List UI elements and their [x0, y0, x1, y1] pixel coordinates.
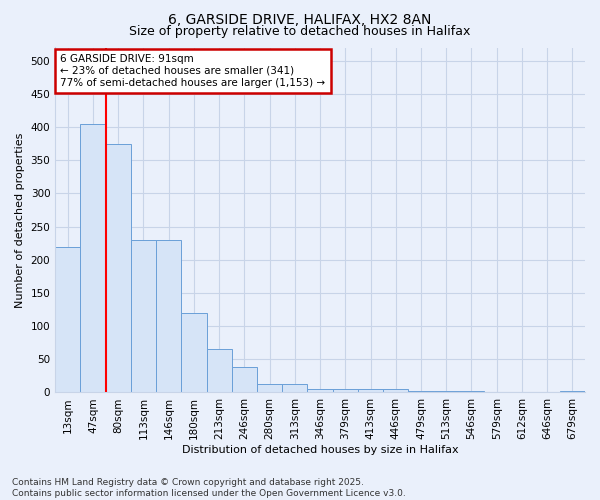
Text: Size of property relative to detached houses in Halifax: Size of property relative to detached ho… — [130, 25, 470, 38]
Bar — [181, 313, 206, 392]
Bar — [307, 389, 332, 392]
Bar — [459, 391, 484, 392]
Bar — [80, 124, 106, 392]
Bar — [358, 389, 383, 392]
Bar — [106, 144, 131, 392]
Bar — [434, 391, 459, 392]
X-axis label: Distribution of detached houses by size in Halifax: Distribution of detached houses by size … — [182, 445, 458, 455]
Bar — [55, 246, 80, 392]
Bar — [332, 389, 358, 392]
Bar — [409, 391, 434, 392]
Bar — [156, 240, 181, 392]
Y-axis label: Number of detached properties: Number of detached properties — [15, 132, 25, 308]
Text: 6 GARSIDE DRIVE: 91sqm
← 23% of detached houses are smaller (341)
77% of semi-de: 6 GARSIDE DRIVE: 91sqm ← 23% of detached… — [61, 54, 326, 88]
Bar — [383, 389, 409, 392]
Bar — [131, 240, 156, 392]
Bar — [282, 384, 307, 392]
Bar — [232, 367, 257, 392]
Bar — [560, 391, 585, 392]
Text: 6, GARSIDE DRIVE, HALIFAX, HX2 8AN: 6, GARSIDE DRIVE, HALIFAX, HX2 8AN — [169, 12, 431, 26]
Bar — [206, 350, 232, 393]
Bar — [257, 384, 282, 392]
Text: Contains HM Land Registry data © Crown copyright and database right 2025.
Contai: Contains HM Land Registry data © Crown c… — [12, 478, 406, 498]
